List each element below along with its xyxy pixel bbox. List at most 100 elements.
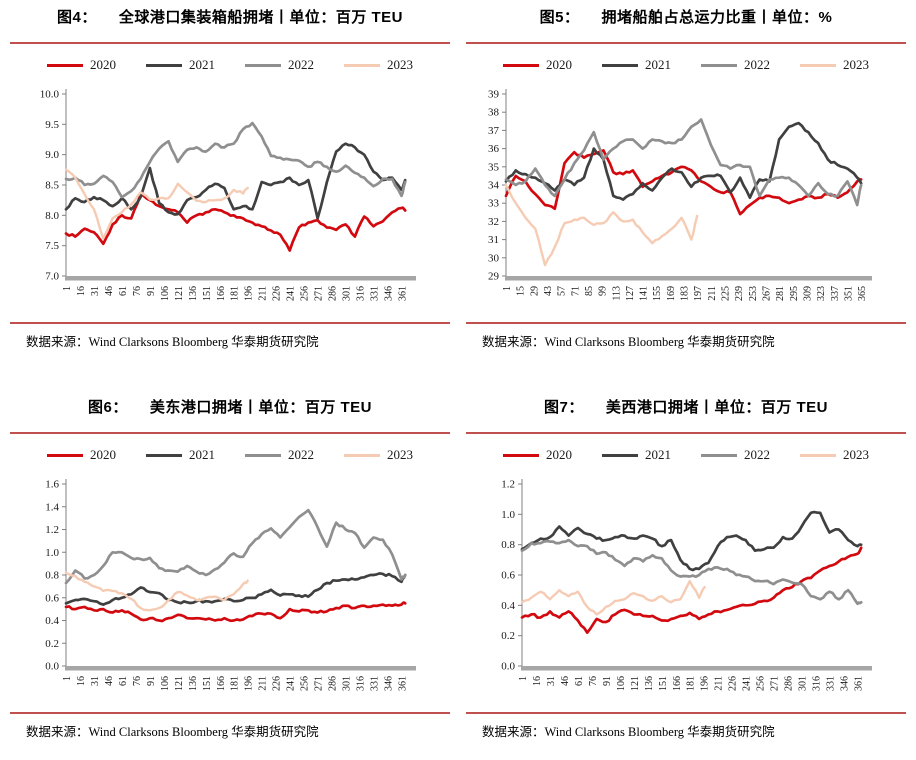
x-tick-label: 15	[516, 286, 527, 296]
x-tick-label: 1	[62, 286, 73, 291]
x-tick-label: 106	[616, 676, 627, 691]
y-tick-label: 35	[488, 161, 500, 173]
legend-item-2022: 2022	[245, 57, 314, 73]
series-line-2020	[64, 601, 407, 623]
y-tick-label: 38	[488, 107, 500, 119]
x-tick-label: 271	[314, 676, 325, 691]
x-tick-label: 365	[857, 286, 868, 301]
y-tick-label: 0.6	[501, 570, 515, 582]
x-tick-label: 241	[286, 286, 297, 301]
chart-legend: 2020 2021 2022 2023	[10, 57, 450, 73]
x-tick-label: 286	[328, 676, 339, 691]
x-tick-label: 121	[174, 676, 185, 691]
footer-separator-line	[10, 712, 450, 714]
legend-line-swatch	[47, 453, 83, 457]
x-tick-label: 361	[397, 286, 408, 301]
x-tick-label: 61	[118, 286, 129, 296]
x-tick-label: 211	[258, 676, 269, 691]
y-tick-label: 30	[488, 252, 500, 264]
x-tick-label: 166	[216, 676, 227, 691]
data-source-caption: 数据来源：Wind Clarksons Bloomberg 华泰期货研究院	[26, 335, 319, 349]
x-tick-label: 85	[584, 286, 595, 296]
y-tick-label: 9.5	[45, 119, 59, 131]
legend-year-label: 2021	[189, 57, 215, 72]
series-line-2021	[64, 142, 407, 220]
legend-year-label: 2020	[546, 447, 572, 462]
legend-year-label: 2020	[546, 57, 572, 72]
x-tick-label: 225	[721, 286, 732, 301]
x-tick-label: 316	[812, 676, 823, 691]
y-tick-label: 0.4	[45, 615, 59, 627]
x-tick-label: 211	[707, 286, 718, 301]
x-tick-label: 183	[680, 286, 691, 301]
panel-title: 图6： 美东港口拥堵丨单位：百万 TEU	[10, 396, 450, 417]
x-tick-label: 151	[658, 676, 669, 691]
figure-number: 图7：	[543, 399, 584, 416]
x-tick-label: 316	[356, 676, 367, 691]
title-separator-line	[466, 432, 906, 434]
x-axis	[65, 276, 416, 281]
y-tick-label: 0.2	[45, 638, 59, 650]
us-west-port-congestion-chart: 0.0 0.2 0.4 0.6 0.8 1.0 1.2 1 16 31 46 61 76 91 106 121…	[501, 479, 872, 691]
x-tick-label: 16	[532, 676, 543, 686]
legend-item-2021: 2021	[146, 57, 215, 73]
x-tick-label: 309	[802, 286, 813, 301]
legend-year-label: 2021	[645, 57, 671, 72]
x-tick-label: 1	[62, 676, 73, 681]
figure-title: 美东港口拥堵丨单位：百万 TEU	[149, 399, 372, 416]
x-tick-label: 331	[826, 676, 837, 691]
legend-year-label: 2021	[645, 447, 671, 462]
y-tick-label: 0.8	[501, 539, 515, 551]
x-tick-label: 106	[160, 286, 171, 301]
figure-number: 图4：	[56, 9, 97, 26]
x-tick-label: 301	[342, 676, 353, 691]
x-tick-label: 226	[272, 286, 283, 301]
series-line-2022	[520, 538, 863, 606]
y-tick-label: 1.6	[45, 479, 59, 491]
legend-line-swatch	[602, 63, 638, 67]
y-tick-label: 1.4	[45, 501, 59, 513]
x-tick-label: 91	[146, 286, 157, 296]
x-tick-label: 346	[383, 286, 394, 301]
legend-item-2023: 2023	[800, 447, 869, 463]
y-tick-label: 32	[488, 216, 499, 228]
y-tick-label: 10.0	[40, 89, 60, 101]
x-axis	[505, 276, 872, 281]
legend-year-label: 2022	[744, 57, 770, 72]
series-line-2020	[504, 149, 863, 216]
figure-title: 全球港口集装箱船拥堵丨单位：百万 TEU	[118, 9, 403, 26]
series-line-2020	[64, 192, 407, 252]
series-line-2023	[64, 571, 249, 612]
x-tick-label: 281	[775, 286, 786, 301]
x-tick-label: 46	[560, 676, 571, 686]
legend-year-label: 2023	[843, 57, 869, 72]
x-tick-label: 16	[76, 286, 87, 296]
y-tick-label: 1.0	[501, 509, 515, 521]
y-tick-label: 29	[488, 271, 500, 283]
panel-title: 图7： 美西港口拥堵丨单位：百万 TEU	[466, 396, 906, 417]
legend-year-label: 2022	[288, 447, 314, 462]
x-tick-label: 346	[383, 676, 394, 691]
y-tick-label: 0.2	[501, 630, 515, 642]
chart-legend: 2020 2021 2022 2023	[466, 447, 906, 463]
x-tick-label: 323	[816, 286, 827, 301]
y-tick-label: 33	[488, 198, 500, 210]
x-tick-label: 166	[216, 286, 227, 301]
x-tick-label: 1	[502, 286, 513, 291]
legend-line-swatch	[47, 63, 83, 67]
x-tick-label: 151	[202, 676, 213, 691]
legend-item-2021: 2021	[602, 57, 671, 73]
x-tick-label: 57	[557, 286, 568, 296]
legend-line-swatch	[602, 453, 638, 457]
x-tick-label: 31	[90, 286, 101, 296]
us-east-port-congestion-chart: 0.0 0.2 0.4 0.6 0.8 1.0 1.2 1.4 1.6 1 16 31 46 61 76 91…	[45, 479, 416, 691]
legend-year-label: 2020	[90, 57, 116, 72]
y-tick-label: 1.2	[501, 479, 515, 491]
legend-item-2020: 2020	[47, 447, 116, 463]
y-tick-label: 1.0	[45, 547, 59, 559]
x-tick-label: 226	[728, 676, 739, 691]
x-tick-label: 136	[644, 676, 655, 691]
x-tick-label: 113	[611, 286, 622, 301]
